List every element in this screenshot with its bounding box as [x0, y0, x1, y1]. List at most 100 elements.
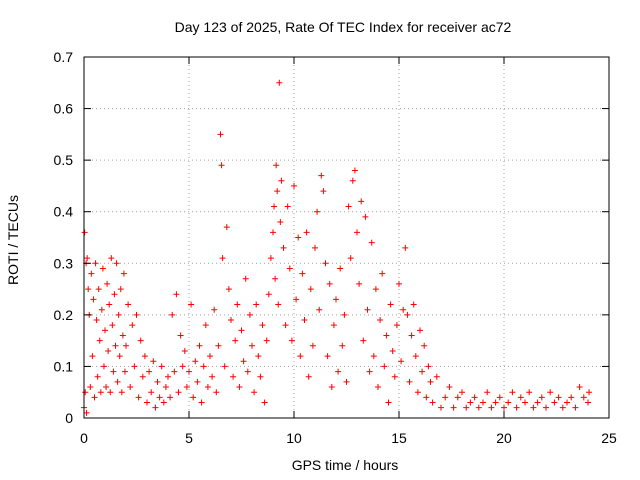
- data-point: [295, 234, 302, 241]
- data-point: [270, 229, 276, 236]
- data-point: [559, 404, 566, 411]
- data-point: [284, 203, 291, 210]
- data-point: [89, 353, 96, 360]
- data-point: [568, 394, 575, 401]
- data-point: [181, 347, 188, 354]
- data-point: [347, 255, 354, 262]
- data-point: [225, 286, 232, 293]
- data-point: [104, 280, 111, 287]
- data-point: [412, 353, 419, 360]
- data-point: [538, 394, 545, 401]
- data-point: [322, 260, 329, 267]
- data-point: [194, 378, 201, 385]
- data-point: [232, 337, 239, 344]
- data-point: [463, 404, 470, 411]
- data-point: [450, 404, 457, 411]
- data-point: [446, 384, 453, 391]
- data-point: [404, 311, 411, 318]
- data-point: [152, 404, 159, 411]
- data-point: [459, 389, 465, 396]
- data-point: [219, 255, 226, 262]
- data-point: [179, 363, 186, 370]
- data-point: [282, 322, 289, 329]
- data-point: [251, 389, 258, 396]
- data-point: [107, 389, 114, 396]
- data-point: [335, 368, 342, 375]
- data-point: [429, 399, 436, 406]
- data-point: [360, 337, 367, 344]
- data-point: [534, 399, 541, 406]
- data-points: [81, 79, 593, 416]
- y-tick-label: 0.1: [54, 358, 74, 374]
- data-point: [118, 389, 125, 396]
- data-point: [419, 368, 426, 375]
- data-point: [221, 363, 228, 370]
- data-point: [114, 378, 121, 385]
- y-tick-label: 0.4: [54, 204, 74, 220]
- data-point: [530, 404, 537, 411]
- data-point: [228, 317, 234, 324]
- data-point: [109, 322, 116, 329]
- data-point: [393, 322, 400, 329]
- data-point: [112, 342, 119, 349]
- data-point: [356, 280, 363, 287]
- x-tick-label: 15: [391, 430, 407, 446]
- data-point: [309, 342, 316, 349]
- data-point: [200, 363, 207, 370]
- y-tick-label: 0.5: [54, 152, 74, 168]
- data-point: [517, 394, 524, 401]
- data-point: [297, 353, 304, 360]
- data-point: [115, 311, 122, 318]
- data-point: [274, 188, 281, 195]
- grid-lines: [84, 57, 609, 418]
- data-point: [427, 378, 434, 385]
- data-point: [116, 353, 123, 360]
- data-point: [238, 327, 245, 334]
- data-point: [87, 384, 94, 391]
- data-point: [249, 342, 255, 349]
- data-point: [278, 177, 285, 184]
- data-point: [160, 399, 167, 406]
- data-point: [438, 404, 444, 411]
- data-point: [202, 322, 209, 329]
- data-point: [171, 368, 178, 375]
- data-point: [186, 368, 192, 375]
- data-point: [276, 79, 283, 86]
- data-point: [94, 373, 101, 380]
- data-point: [391, 373, 398, 380]
- data-point: [442, 394, 449, 401]
- data-point: [83, 409, 90, 416]
- data-point: [330, 322, 337, 329]
- data-point: [385, 399, 392, 406]
- data-point: [113, 260, 120, 267]
- x-tick-label: 5: [185, 430, 193, 446]
- data-point: [271, 203, 278, 210]
- data-point: [209, 373, 216, 380]
- data-point: [408, 332, 415, 339]
- data-point: [543, 404, 549, 411]
- data-point: [379, 270, 386, 277]
- data-point: [286, 265, 293, 272]
- data-point: [564, 399, 570, 406]
- data-point: [471, 394, 478, 401]
- data-point: [119, 332, 126, 339]
- data-point: [117, 286, 124, 293]
- data-point: [192, 358, 199, 365]
- data-point: [82, 389, 89, 396]
- data-point: [81, 229, 88, 236]
- data-point: [572, 404, 579, 411]
- data-point: [246, 311, 253, 318]
- plot-area-border: [83, 56, 610, 419]
- data-point: [196, 342, 203, 349]
- chart-title: Day 123 of 2025, Rate Of TEC Index for r…: [175, 19, 512, 35]
- data-point: [97, 389, 104, 396]
- data-point: [137, 337, 144, 344]
- data-point: [425, 363, 432, 370]
- data-point: [162, 384, 169, 391]
- data-point: [177, 332, 184, 339]
- data-point: [303, 229, 310, 236]
- data-point: [255, 353, 262, 360]
- data-point: [96, 337, 103, 344]
- data-point: [402, 244, 409, 251]
